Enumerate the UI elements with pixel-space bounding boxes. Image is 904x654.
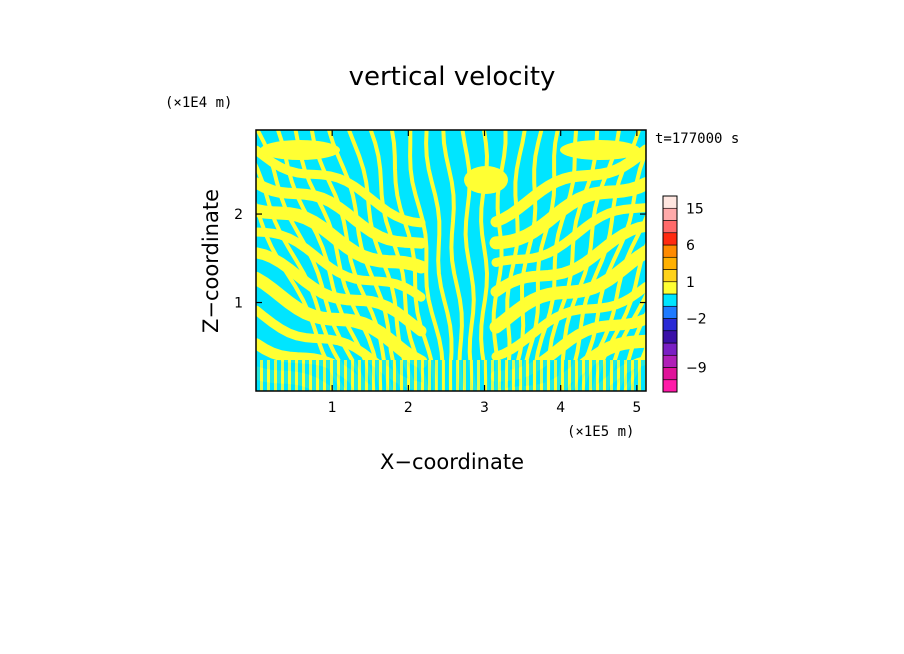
y-unit-label: (×1E4 m) xyxy=(165,95,232,111)
colorbar-level xyxy=(662,281,678,295)
colorbar-level xyxy=(662,293,678,307)
colorbar-level xyxy=(662,207,678,221)
colorbar-level xyxy=(662,379,678,393)
colorbar-level xyxy=(662,330,678,344)
positive-band xyxy=(579,212,646,391)
colorbar-level xyxy=(662,354,678,368)
x-axis: 1 2 3 4 5 xyxy=(328,130,641,416)
positive-band xyxy=(256,145,426,228)
positive-band xyxy=(256,130,369,391)
positive-band xyxy=(489,177,646,250)
x-tick-label: 2 xyxy=(404,400,413,416)
colorbar-frame xyxy=(662,195,678,393)
y-axis-label: Z−coordinate xyxy=(199,189,223,333)
positive-band xyxy=(256,203,428,274)
colorbar-label: −9 xyxy=(686,361,707,377)
colorbar-label: 15 xyxy=(686,201,704,217)
colorbar-level xyxy=(662,367,678,381)
positive-blob xyxy=(560,140,640,160)
positive-band xyxy=(441,130,465,391)
y-tick-label: 1 xyxy=(234,296,243,312)
colorbar-level xyxy=(662,318,678,332)
positive-band xyxy=(256,271,428,369)
positive-band xyxy=(389,130,438,391)
positive-blob xyxy=(260,140,340,160)
positive-band xyxy=(424,130,454,391)
velocity-field xyxy=(256,130,646,391)
y-tick-label: 2 xyxy=(234,207,243,223)
colorbar-label: −2 xyxy=(686,312,707,328)
colorbar: 15 6 1 −2 −9 xyxy=(662,195,707,393)
positive-band xyxy=(532,130,579,391)
x-tick-label: 5 xyxy=(632,400,641,416)
positive-band xyxy=(501,130,527,391)
colorbar-label: 6 xyxy=(686,238,695,254)
positive-band xyxy=(519,130,560,391)
x-axis-label: X−coordinate xyxy=(380,450,524,474)
colorbar-level xyxy=(662,342,678,356)
positive-band xyxy=(256,200,346,391)
positive-band xyxy=(509,130,544,391)
colorbar-level xyxy=(662,220,678,234)
positive-band xyxy=(604,290,646,391)
positive-band xyxy=(327,130,406,391)
time-label: t=177000 s xyxy=(655,131,739,147)
positive-band xyxy=(256,161,359,391)
near-surface-turbulence xyxy=(256,360,646,391)
x-unit-label: (×1E5 m) xyxy=(567,424,634,440)
positive-blob xyxy=(464,166,508,194)
colorbar-label: 1 xyxy=(686,275,695,291)
positive-band xyxy=(591,241,646,391)
chart-title: vertical velocity xyxy=(349,62,556,92)
positive-band xyxy=(309,130,394,391)
positive-band xyxy=(491,203,646,267)
positive-band xyxy=(276,130,377,391)
colorbar-level xyxy=(662,232,678,246)
positive-band xyxy=(293,130,384,391)
colorbar-level xyxy=(662,244,678,258)
colorbar-level xyxy=(662,269,678,283)
colorbar-level xyxy=(662,256,678,270)
positive-band xyxy=(562,130,641,391)
positive-band xyxy=(408,130,445,391)
x-tick-label: 1 xyxy=(328,400,337,416)
positive-band xyxy=(544,130,600,391)
colorbar-level xyxy=(662,305,678,319)
positive-band xyxy=(569,147,646,391)
y-axis: 12 xyxy=(234,207,646,312)
plot-frame xyxy=(255,129,647,392)
x-tick-label: 4 xyxy=(556,400,565,416)
colorbar-level xyxy=(662,195,678,209)
positive-band xyxy=(368,130,429,391)
x-tick-label: 3 xyxy=(480,400,489,416)
positive-band xyxy=(614,310,646,391)
positive-band xyxy=(554,130,621,391)
positive-band xyxy=(347,130,418,391)
positive-band xyxy=(490,144,646,228)
